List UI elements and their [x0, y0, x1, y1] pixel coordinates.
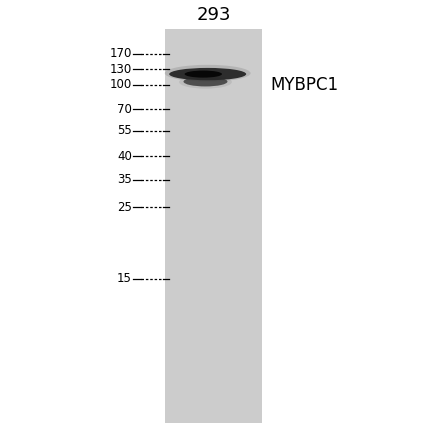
Text: 70: 70	[117, 103, 132, 116]
Text: 25: 25	[117, 201, 132, 214]
Text: 170: 170	[110, 47, 132, 60]
Ellipse shape	[183, 77, 227, 86]
Text: 35: 35	[117, 173, 132, 187]
FancyBboxPatch shape	[165, 29, 262, 423]
Text: MYBPC1: MYBPC1	[271, 76, 339, 93]
Ellipse shape	[184, 71, 222, 78]
Text: 55: 55	[117, 124, 132, 137]
Ellipse shape	[169, 68, 246, 80]
Ellipse shape	[179, 75, 232, 89]
Text: 100: 100	[110, 78, 132, 91]
Text: 15: 15	[117, 272, 132, 285]
Ellipse shape	[165, 65, 251, 82]
Text: 40: 40	[117, 149, 132, 163]
Text: 293: 293	[196, 7, 231, 24]
Text: 130: 130	[110, 63, 132, 76]
